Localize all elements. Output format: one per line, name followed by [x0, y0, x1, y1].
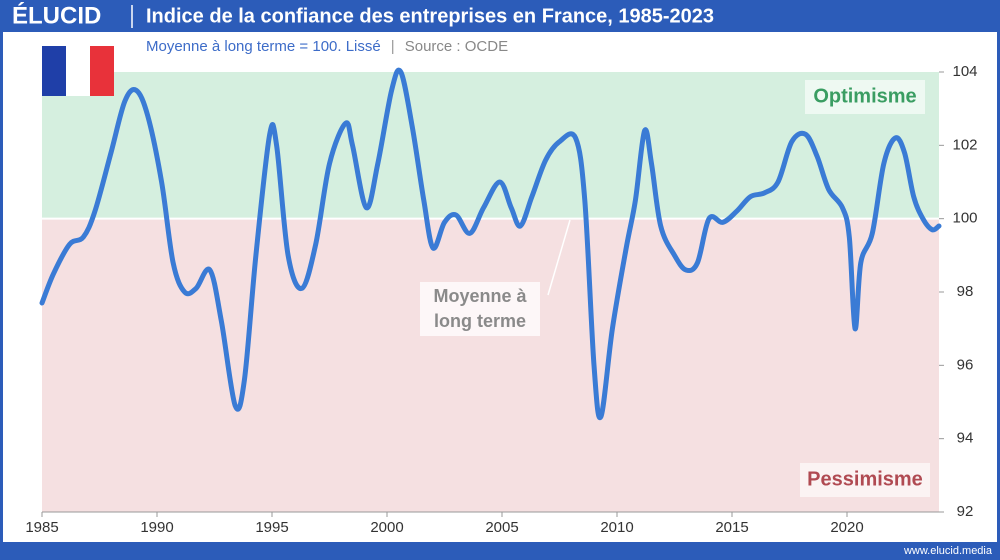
x-tick-label: 1985	[25, 519, 58, 536]
annotation-leader	[547, 219, 571, 296]
website: www.elucid.media	[903, 545, 993, 557]
lower-band	[42, 218, 939, 512]
source: Source : OCDE	[405, 38, 508, 55]
plot: 92 94 96 98 100 102 104 1985 1990 1995 2000 2005 201…	[25, 63, 977, 536]
series-line	[39, 67, 942, 421]
flag-blue	[42, 46, 66, 96]
x-tick-label: 2020	[830, 519, 863, 536]
y-tick-label: 104	[952, 63, 977, 80]
annotation: Moyenne à	[433, 286, 527, 306]
annotation: long terme	[434, 311, 526, 331]
annotation: Pessimisme	[807, 468, 923, 490]
x-tick-label: 1990	[140, 519, 173, 536]
y-tick-label: 98	[957, 283, 974, 300]
x-tick-label: 1995	[255, 519, 288, 536]
flag-red	[90, 46, 114, 96]
annotation-box	[420, 282, 540, 336]
subtitle-separator: |	[391, 38, 395, 55]
y-tick-label: 94	[957, 430, 974, 447]
y-tick-label: 100	[952, 210, 977, 227]
y-tick-label: 92	[957, 503, 974, 520]
y-tick-label: 102	[952, 136, 977, 153]
flag	[42, 46, 114, 96]
x-tick-label: 2000	[370, 519, 403, 536]
flag-white	[66, 46, 90, 96]
x-tick-label: 2010	[600, 519, 633, 536]
x-tick-label: 2005	[485, 519, 518, 536]
chart-title: Indice de la confiance des entreprises e…	[146, 5, 714, 27]
subtitle: Moyenne à long terme = 100. Lissé	[146, 38, 381, 55]
brand: ÉLUCID	[12, 1, 101, 29]
y-tick-label: 96	[957, 356, 974, 373]
annotation: Optimisme	[813, 85, 916, 107]
x-tick-label: 2015	[715, 519, 748, 536]
annotation-box	[800, 463, 930, 497]
annotation-box	[805, 80, 925, 114]
